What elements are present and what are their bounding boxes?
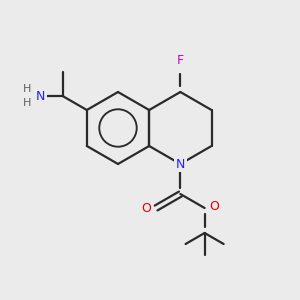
Text: O: O xyxy=(141,202,151,214)
Text: N: N xyxy=(36,89,45,103)
Text: N: N xyxy=(176,158,185,170)
Text: O: O xyxy=(210,200,220,214)
Text: H: H xyxy=(22,98,31,108)
Text: F: F xyxy=(177,53,184,67)
Text: H: H xyxy=(22,84,31,94)
